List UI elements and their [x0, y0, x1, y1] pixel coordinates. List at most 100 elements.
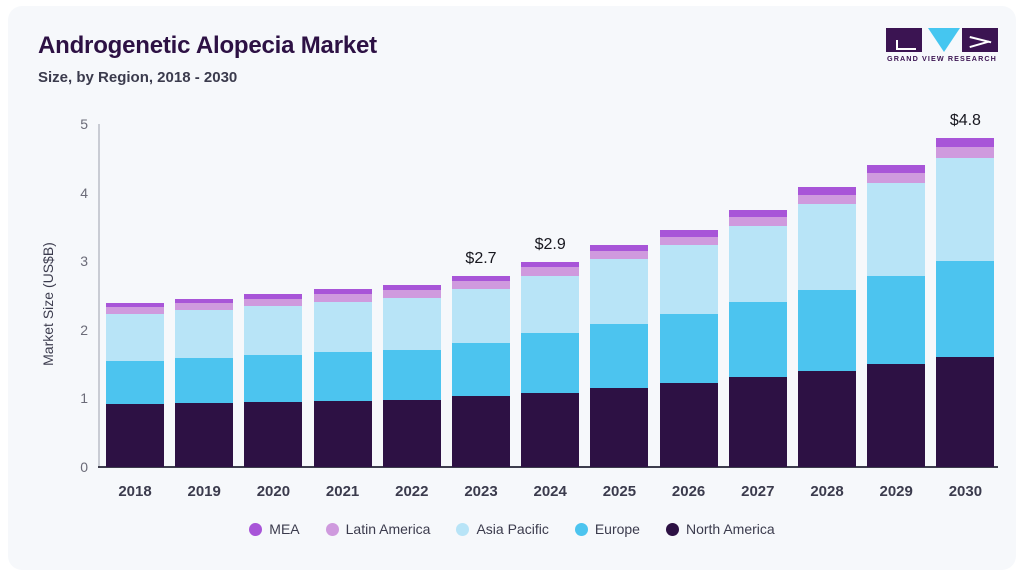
bar-segment-europe-2028[interactable]	[798, 290, 856, 371]
bar-segment-asia-pacific-2023[interactable]	[452, 288, 510, 343]
legend-item-europe[interactable]: Europe	[574, 521, 640, 537]
logo-g-block	[886, 28, 922, 52]
legend-label: Asia Pacific	[476, 521, 549, 537]
bar-segment-asia-pacific-2021[interactable]	[313, 301, 372, 353]
legend-item-mea[interactable]: MEA	[249, 521, 300, 537]
bar-segment-europe-2025[interactable]	[590, 324, 649, 389]
bar-segment-latin-america-2023[interactable]	[452, 281, 510, 289]
bar-segment-latin-america-2018[interactable]	[106, 307, 164, 315]
bar-group-2023[interactable]	[452, 124, 510, 467]
bar-segment-latin-america-2029[interactable]	[867, 172, 926, 183]
bar-segment-asia-pacific-2018[interactable]	[106, 314, 164, 361]
bar-group-2028[interactable]	[798, 124, 856, 467]
bar-segment-europe-2019[interactable]	[175, 357, 234, 404]
legend-item-north-america[interactable]: North America	[665, 521, 775, 537]
logo-g-cutout	[896, 40, 916, 50]
bar-group-2021[interactable]	[313, 124, 372, 467]
y-axis-tick-0: 0	[80, 459, 88, 475]
bar-segment-europe-2027[interactable]	[728, 302, 787, 378]
bar-segment-latin-america-2026[interactable]	[659, 236, 718, 246]
x-axis-tick-2020: 2020	[256, 483, 291, 500]
data-label-2030: $4.8	[949, 111, 981, 129]
bar-segment-latin-america-2020[interactable]	[244, 298, 303, 306]
bar-segment-asia-pacific-2028[interactable]	[798, 204, 856, 291]
x-axis-tick-2022: 2022	[395, 483, 429, 500]
bar-segment-europe-2030[interactable]	[936, 260, 995, 358]
bar-segment-asia-pacific-2025[interactable]	[590, 259, 649, 325]
bar-segment-latin-america-2022[interactable]	[382, 290, 441, 298]
bar-segment-latin-america-2024[interactable]	[521, 267, 580, 276]
bar-segment-europe-2021[interactable]	[313, 352, 372, 402]
bar-segment-north-america-2024[interactable]	[521, 392, 580, 467]
legend-item-asia-pacific[interactable]: Asia Pacific	[456, 521, 549, 537]
bar-segment-north-america-2023[interactable]	[452, 396, 510, 467]
bar-segment-mea-2019[interactable]	[175, 298, 234, 304]
bar-segment-europe-2020[interactable]	[244, 355, 303, 402]
bar-segment-europe-2026[interactable]	[659, 314, 718, 383]
bar-segment-mea-2022[interactable]	[382, 285, 441, 291]
bar-segment-north-america-2030[interactable]	[936, 357, 995, 467]
bar-group-2029[interactable]	[867, 124, 926, 467]
bar-segment-asia-pacific-2019[interactable]	[175, 309, 234, 358]
logo-r-block	[962, 28, 998, 53]
page-subtitle: Size, by Region, 2018 - 2030	[38, 69, 238, 86]
bar-segment-latin-america-2030[interactable]	[936, 146, 995, 158]
legend-item-latin-america[interactable]: Latin America	[325, 521, 430, 537]
bar-segment-mea-2018[interactable]	[106, 303, 164, 308]
x-axis-tick-2027: 2027	[741, 483, 775, 500]
bar-segment-asia-pacific-2029[interactable]	[867, 183, 926, 277]
legend-label: North America	[685, 521, 775, 537]
bar-segment-latin-america-2025[interactable]	[590, 250, 649, 260]
bar-group-2022[interactable]	[382, 124, 441, 467]
bar-segment-asia-pacific-2030[interactable]	[936, 157, 995, 261]
bar-segment-north-america-2026[interactable]	[659, 382, 718, 467]
bar-segment-mea-2026[interactable]	[659, 230, 718, 237]
bar-segment-asia-pacific-2026[interactable]	[659, 245, 718, 315]
bar-segment-mea-2025[interactable]	[590, 244, 649, 251]
bar-segment-latin-america-2019[interactable]	[175, 303, 234, 310]
bar-segment-latin-america-2028[interactable]	[798, 194, 856, 205]
bar-segment-mea-2029[interactable]	[867, 164, 926, 173]
bar-segment-north-america-2020[interactable]	[244, 401, 303, 467]
bar-segment-mea-2027[interactable]	[728, 210, 787, 218]
bar-segment-mea-2030[interactable]	[936, 137, 995, 147]
bar-group-2025[interactable]	[590, 124, 649, 467]
bar-segment-north-america-2018[interactable]	[106, 403, 164, 467]
chart-card: Androgenetic Alopecia Market Size, by Re…	[8, 6, 1016, 570]
bar-segment-europe-2029[interactable]	[867, 276, 926, 365]
bar-segment-north-america-2029[interactable]	[867, 364, 926, 467]
bar-segment-asia-pacific-2027[interactable]	[728, 226, 787, 303]
chart-legend: MEA Latin America Asia Pacific Europe North …	[8, 521, 1016, 537]
bar-segment-latin-america-2027[interactable]	[728, 217, 787, 227]
bar-segment-europe-2022[interactable]	[382, 349, 441, 400]
bar-segment-asia-pacific-2024[interactable]	[521, 275, 580, 334]
bar-group-2026[interactable]	[659, 124, 718, 467]
bar-segment-mea-2021[interactable]	[313, 289, 372, 295]
bar-segment-latin-america-2021[interactable]	[313, 294, 372, 302]
bar-segment-north-america-2019[interactable]	[175, 403, 234, 467]
y-axis-tick-2: 2	[80, 321, 88, 338]
bar-segment-europe-2018[interactable]	[106, 360, 164, 404]
bar-segment-asia-pacific-2022[interactable]	[382, 297, 441, 350]
bar-segment-north-america-2027[interactable]	[728, 377, 787, 467]
bar-segment-north-america-2025[interactable]	[590, 388, 649, 467]
bar-segment-asia-pacific-2020[interactable]	[244, 305, 303, 356]
bar-group-2027[interactable]	[728, 124, 787, 467]
bar-segment-north-america-2028[interactable]	[798, 370, 856, 467]
bar-segment-europe-2024[interactable]	[521, 333, 580, 393]
bar-segment-europe-2023[interactable]	[452, 342, 510, 397]
bar-group-2019[interactable]	[175, 124, 234, 467]
x-axis-tick-2021: 2021	[325, 483, 360, 500]
bar-group-2024[interactable]	[521, 124, 580, 467]
bar-segment-mea-2023[interactable]	[452, 275, 510, 282]
bar-segment-north-america-2021[interactable]	[313, 401, 372, 467]
bar-group-2020[interactable]	[244, 124, 303, 467]
bar-group-2030[interactable]	[936, 124, 995, 467]
logo-v-triangle-icon	[928, 28, 960, 52]
x-axis-tick-2019: 2019	[187, 483, 221, 500]
bar-group-2018[interactable]	[106, 124, 164, 467]
bar-segment-mea-2028[interactable]	[798, 187, 856, 195]
bar-segment-mea-2020[interactable]	[244, 294, 303, 299]
bar-segment-north-america-2022[interactable]	[382, 399, 441, 467]
bar-segment-mea-2024[interactable]	[521, 261, 580, 268]
